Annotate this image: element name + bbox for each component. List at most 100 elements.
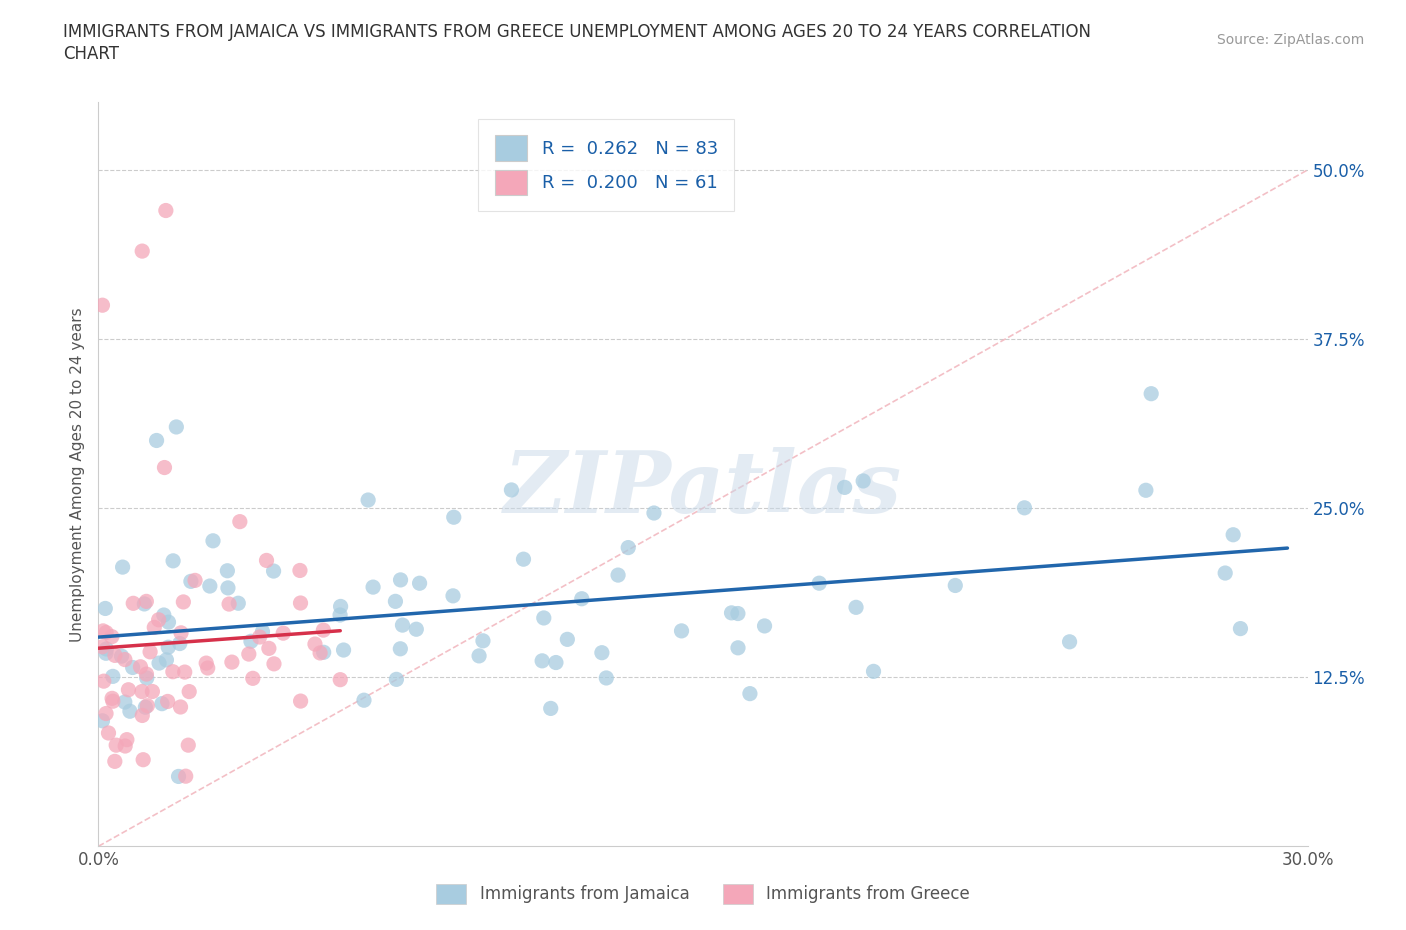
Point xyxy=(217,564,239,578)
Point xyxy=(533,610,555,625)
Point xyxy=(540,701,562,716)
Point xyxy=(117,683,139,698)
Point xyxy=(312,623,335,638)
Point xyxy=(271,626,294,641)
Point xyxy=(862,664,884,679)
Point xyxy=(329,607,352,622)
Point xyxy=(845,600,868,615)
Point xyxy=(501,483,523,498)
Point xyxy=(169,699,191,714)
Point xyxy=(174,769,197,784)
Point xyxy=(135,594,157,609)
Point xyxy=(173,665,195,680)
Point xyxy=(169,636,191,651)
Point xyxy=(242,671,264,685)
Point xyxy=(197,660,219,675)
Point xyxy=(177,737,200,752)
Point xyxy=(180,574,202,589)
Point xyxy=(384,594,406,609)
Point xyxy=(468,648,491,663)
Point xyxy=(385,671,408,686)
Point xyxy=(94,706,117,721)
Point xyxy=(304,637,326,652)
Point xyxy=(131,244,153,259)
Point xyxy=(150,697,173,711)
Point xyxy=(201,534,224,549)
Point xyxy=(96,642,118,657)
Point xyxy=(135,667,157,682)
Point xyxy=(221,655,243,670)
Point xyxy=(591,645,613,660)
Point xyxy=(808,576,831,591)
Point xyxy=(153,460,176,475)
Text: CHART: CHART xyxy=(63,45,120,62)
Point xyxy=(162,664,184,679)
Point xyxy=(131,684,153,699)
Point xyxy=(263,657,285,671)
Point xyxy=(198,578,221,593)
Point xyxy=(727,606,749,621)
Legend: Immigrants from Jamaica, Immigrants from Greece: Immigrants from Jamaica, Immigrants from… xyxy=(427,875,979,912)
Point xyxy=(94,601,117,616)
Point xyxy=(353,693,375,708)
Point xyxy=(607,567,630,582)
Point xyxy=(156,694,179,709)
Point xyxy=(671,623,693,638)
Point xyxy=(643,506,665,521)
Point xyxy=(720,605,742,620)
Point xyxy=(153,607,176,622)
Point xyxy=(91,713,114,728)
Point xyxy=(93,673,115,688)
Point xyxy=(595,671,617,685)
Point xyxy=(256,553,278,568)
Point xyxy=(252,624,274,639)
Point xyxy=(361,579,384,594)
Point xyxy=(571,591,593,606)
Point xyxy=(167,769,190,784)
Point xyxy=(1059,634,1081,649)
Point xyxy=(94,645,117,660)
Point xyxy=(145,433,167,448)
Point xyxy=(94,625,117,640)
Point xyxy=(1213,565,1236,580)
Point xyxy=(97,725,120,740)
Point xyxy=(263,564,285,578)
Point xyxy=(91,298,114,312)
Text: IMMIGRANTS FROM JAMAICA VS IMMIGRANTS FROM GREECE UNEMPLOYMENT AMONG AGES 20 TO : IMMIGRANTS FROM JAMAICA VS IMMIGRANTS FR… xyxy=(63,23,1091,41)
Point xyxy=(91,623,114,638)
Point xyxy=(131,708,153,723)
Point xyxy=(441,589,464,604)
Point xyxy=(143,620,166,635)
Point xyxy=(290,595,312,610)
Point xyxy=(229,514,252,529)
Point xyxy=(834,480,856,495)
Point xyxy=(114,652,136,667)
Point xyxy=(329,672,352,687)
Point xyxy=(134,596,156,611)
Point xyxy=(114,738,136,753)
Point xyxy=(129,659,152,674)
Point xyxy=(218,597,240,612)
Point xyxy=(115,732,138,747)
Point xyxy=(141,684,163,699)
Text: Source: ZipAtlas.com: Source: ZipAtlas.com xyxy=(1216,33,1364,46)
Point xyxy=(101,691,124,706)
Point xyxy=(852,473,875,488)
Point xyxy=(105,737,128,752)
Point xyxy=(155,203,177,218)
Point xyxy=(101,669,124,684)
Point xyxy=(1229,621,1251,636)
Point xyxy=(544,655,567,670)
Point xyxy=(157,640,180,655)
Point xyxy=(132,752,155,767)
Point xyxy=(148,612,170,627)
Point xyxy=(91,639,114,654)
Point xyxy=(136,698,159,713)
Legend: R =  0.262   N = 83, R =  0.200   N = 61: R = 0.262 N = 83, R = 0.200 N = 61 xyxy=(478,119,734,211)
Point xyxy=(110,649,132,664)
Point xyxy=(1014,500,1036,515)
Text: ZIPatlas: ZIPatlas xyxy=(503,447,903,531)
Point xyxy=(727,641,749,656)
Point xyxy=(121,660,143,675)
Point xyxy=(249,630,271,644)
